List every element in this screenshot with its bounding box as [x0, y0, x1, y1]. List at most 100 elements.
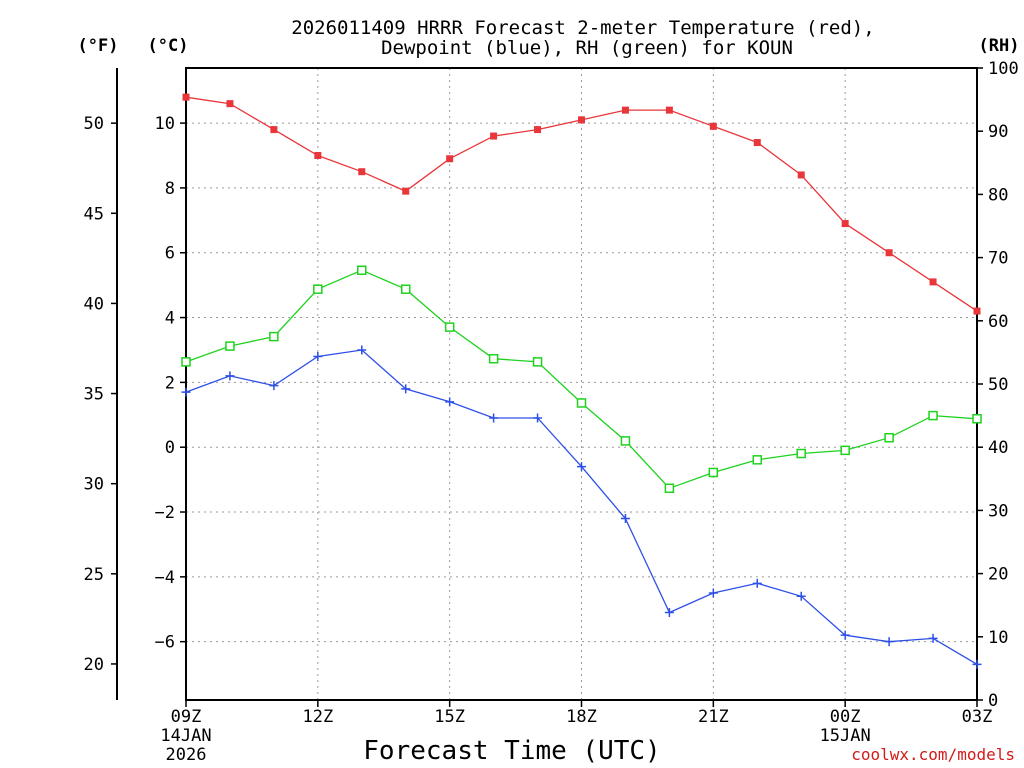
temperature-point	[578, 116, 585, 124]
temperature-point	[885, 249, 893, 257]
gridlines	[186, 68, 977, 700]
dewpoint-point	[708, 588, 718, 598]
x-tick-date-label: 15JAN	[820, 726, 871, 746]
temperature-point	[973, 307, 981, 315]
x-tick-label: 12Z	[302, 707, 333, 727]
temperature-point	[226, 100, 234, 108]
temperature-point	[665, 106, 673, 114]
celsius-tick-label: 0	[165, 438, 175, 458]
rh-point	[972, 414, 982, 424]
celsius-tick-label: 4	[165, 309, 175, 329]
x-axis-label: Forecast Time (UTC)	[363, 736, 660, 766]
x-tick-label: 15Z	[434, 707, 465, 727]
rh-point	[664, 483, 675, 494]
x-tick-label: 18Z	[566, 707, 597, 727]
celsius-unit-label: (°C)	[148, 36, 189, 56]
dewpoint-point	[577, 462, 586, 472]
dewpoint-point	[225, 371, 235, 381]
celsius-tick-label: 10	[155, 114, 175, 134]
axes: −6 −4 −2 0 2 4 6 8 10 20 25 30 35 40 45 50 0 10 20 30 40 50 60…	[84, 59, 1019, 765]
credit-text[interactable]: coolwx.com/models	[851, 745, 1015, 764]
rh-tick-label: 20	[988, 565, 1008, 585]
dewpoint-point	[533, 413, 543, 423]
dewpoint-point	[620, 514, 630, 524]
rh-tick-label: 70	[988, 249, 1008, 269]
rh-point	[269, 331, 279, 342]
dewpoint-point	[357, 345, 367, 355]
fahrenheit-tick-label: 45	[84, 204, 104, 224]
x-tick-date-label: 14JAN	[160, 726, 211, 746]
chart-title-line-2: Dewpoint (blue), RH (green) for KOUN	[381, 37, 793, 59]
temperature-point	[358, 168, 366, 176]
fahrenheit-tick-label: 40	[84, 294, 104, 314]
dewpoint-point	[445, 397, 455, 407]
rh-tick-label: 100	[988, 59, 1019, 79]
dewpoint-point	[313, 351, 323, 361]
rh-point	[444, 322, 455, 332]
dewpoint-point	[664, 607, 674, 617]
x-tick-label: 00Z	[830, 707, 861, 727]
temperature-point	[270, 126, 278, 134]
celsius-tick-label: 6	[165, 244, 175, 264]
celsius-tick-label: −6	[155, 633, 175, 653]
rh-tick-label: 0	[988, 691, 998, 711]
temperature-point	[402, 187, 410, 195]
rh-point	[752, 455, 763, 465]
rh-point	[796, 448, 806, 459]
rh-unit-label: (RH)	[979, 36, 1020, 56]
temperature-point	[314, 152, 322, 160]
dewpoint-point	[840, 630, 850, 640]
temperature-point	[182, 93, 190, 101]
dewpoint-point	[752, 578, 762, 588]
rh-point	[400, 284, 411, 294]
x-tick-label: 21Z	[698, 707, 729, 727]
rh-point	[576, 398, 587, 408]
rh-tick-label: 30	[988, 501, 1008, 521]
rh-tick-label: 10	[988, 628, 1008, 648]
temperature-point	[534, 126, 542, 134]
rh-point	[884, 432, 894, 443]
dewpoint-point	[796, 591, 806, 601]
fahrenheit-tick-label: 25	[84, 565, 104, 585]
celsius-tick-label: −4	[155, 568, 175, 588]
x-tick-label: 09Z	[171, 707, 202, 727]
temperature-point	[929, 278, 937, 286]
temperature-point	[446, 155, 454, 163]
rh-point	[313, 284, 323, 294]
temperature-point	[621, 106, 629, 114]
chart-title-line-1: 2026011409 HRRR Forecast 2-meter Tempera…	[291, 17, 874, 39]
celsius-tick-label: 2	[165, 373, 175, 393]
celsius-tick-label: 8	[165, 179, 175, 199]
rh-point	[357, 265, 367, 275]
temperature-point	[797, 171, 805, 179]
x-tick-year-label: 2026	[166, 745, 207, 765]
dewpoint-point	[181, 387, 191, 397]
fahrenheit-tick-label: 20	[84, 655, 104, 675]
dewpoint-point	[269, 381, 279, 391]
fahrenheit-unit-label: (°F)	[78, 36, 119, 56]
rh-tick-label: 80	[988, 185, 1008, 205]
rh-point	[181, 357, 191, 367]
rh-point	[708, 467, 719, 478]
dewpoint-point	[928, 633, 938, 643]
dewpoint-point	[489, 413, 499, 423]
fahrenheit-tick-label: 50	[84, 114, 104, 134]
rh-tick-label: 50	[988, 375, 1008, 395]
rh-point	[488, 353, 499, 364]
temperature-point	[709, 122, 717, 130]
celsius-tick-label: −2	[155, 503, 175, 523]
rh-point	[532, 357, 543, 367]
data-series	[181, 93, 982, 669]
rh-tick-label: 40	[988, 438, 1008, 458]
dewpoint-point	[884, 637, 894, 647]
dewpoint-point	[401, 384, 411, 394]
rh-point	[928, 410, 938, 421]
fahrenheit-tick-label: 35	[84, 385, 104, 405]
temperature-point	[490, 132, 498, 140]
plot-frame	[185, 67, 978, 701]
temperature-point	[753, 139, 761, 147]
rh-point	[620, 436, 631, 446]
dewpoint-point	[972, 659, 982, 669]
rh-point	[225, 341, 235, 351]
